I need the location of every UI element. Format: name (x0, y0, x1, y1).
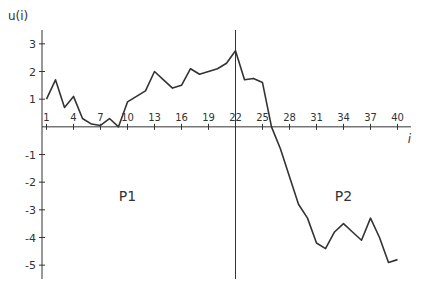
x-tick-label: 19 (202, 112, 215, 123)
zero-line (42, 126, 411, 127)
y-tick-label: -2 (25, 176, 36, 189)
y-tick (39, 209, 45, 210)
annotation: P1 (119, 188, 136, 204)
x-tick (46, 124, 47, 130)
y-tick-label: 1 (29, 93, 36, 106)
x-tick-label: 4 (70, 112, 76, 123)
x-tick (127, 124, 128, 130)
y-tick (39, 99, 45, 100)
y-tick (39, 71, 45, 72)
plot-area (47, 30, 398, 279)
x-tick (370, 124, 371, 130)
y-tick-label: 3 (29, 38, 36, 51)
chart: -5-4-3-2-11231471013161922252831343740P1… (0, 0, 425, 291)
x-tick (73, 124, 74, 130)
y-tick (39, 265, 45, 266)
annotation: P2 (335, 188, 352, 204)
y-tick (39, 43, 45, 44)
x-tick (289, 124, 290, 130)
x-tick-label: 37 (364, 112, 377, 123)
x-tick (154, 124, 155, 130)
x-tick-label: 34 (337, 112, 350, 123)
x-tick (397, 124, 398, 130)
x-tick-label: 25 (256, 112, 269, 123)
data-line (47, 51, 398, 263)
y-tick-label: -4 (25, 232, 36, 245)
x-tick-label: 28 (283, 112, 296, 123)
x-tick-label: 7 (97, 112, 103, 123)
y-axis-label: u(i) (8, 9, 28, 23)
y-tick-label: -5 (25, 259, 36, 272)
x-tick-label: 40 (391, 112, 404, 123)
y-tick-label: 2 (29, 66, 36, 79)
y-tick (39, 182, 45, 183)
y-tick-label: -3 (25, 204, 36, 217)
x-axis-label: i (408, 132, 412, 146)
y-tick (39, 237, 45, 238)
vertical-line (235, 30, 236, 279)
x-tick-label: 1 (43, 112, 49, 123)
x-tick-label: 13 (148, 112, 161, 123)
background (0, 0, 425, 291)
x-tick-label: 16 (175, 112, 188, 123)
x-tick (316, 124, 317, 130)
x-tick (343, 124, 344, 130)
x-tick-label: 31 (310, 112, 323, 123)
x-tick (181, 124, 182, 130)
x-tick (208, 124, 209, 130)
y-tick (39, 154, 45, 155)
x-tick (262, 124, 263, 130)
y-tick-label: -1 (25, 149, 36, 162)
